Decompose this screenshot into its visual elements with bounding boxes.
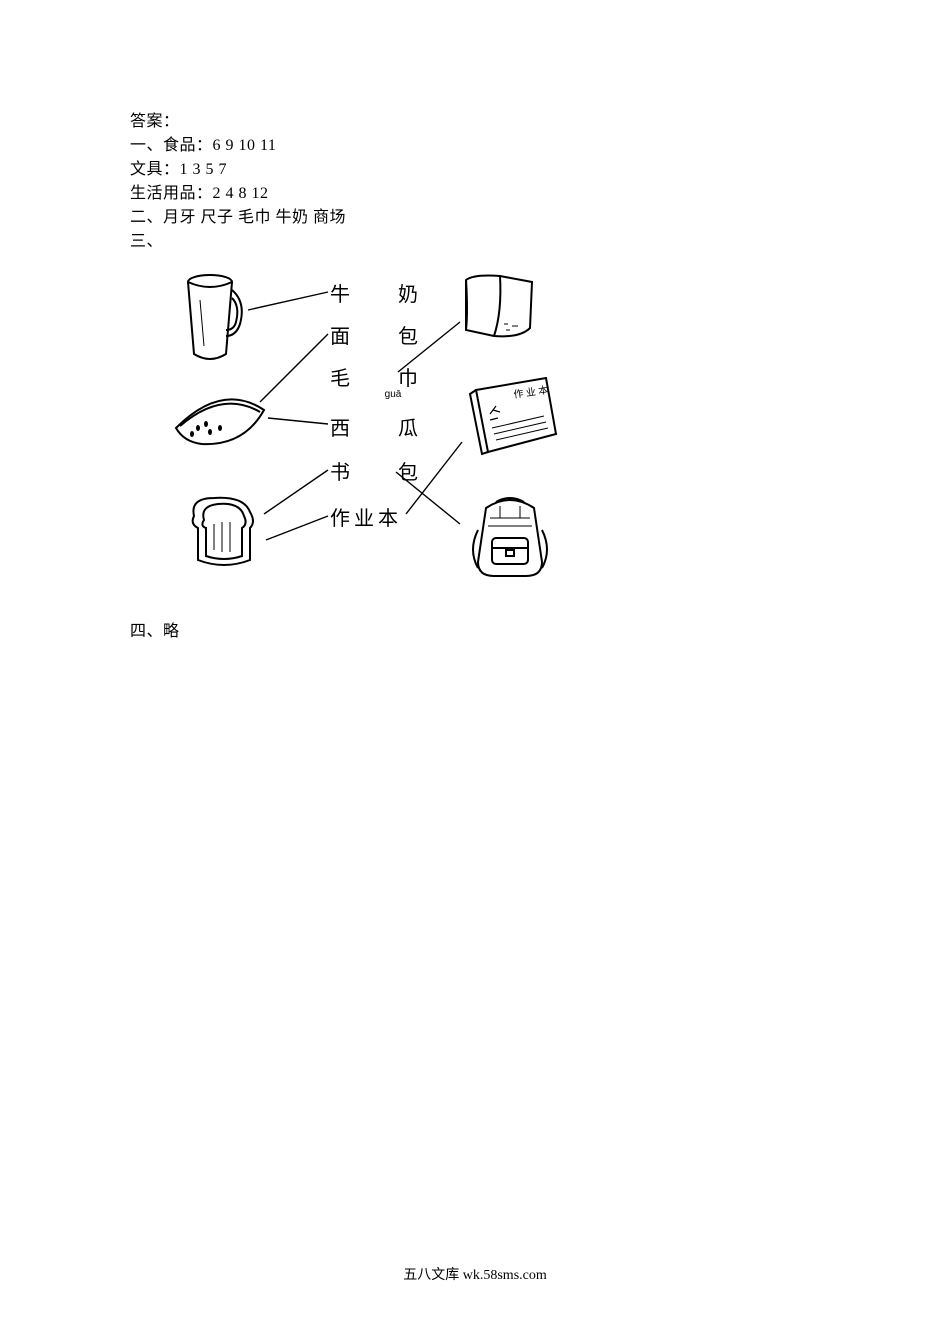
- image-bread: [180, 492, 264, 572]
- answer-line-3: 生活用品：2 4 8 12: [130, 182, 820, 206]
- answer-line-1: 一、食品：6 9 10 11: [130, 134, 820, 158]
- page-footer: 五八文库 wk.58sms.com: [0, 1264, 950, 1284]
- answer-line-5: 三、: [130, 230, 820, 254]
- image-notebook: 作 业 本: [460, 372, 560, 456]
- image-backpack: [460, 488, 560, 582]
- label-bread: 面 包: [330, 320, 432, 349]
- answer-line-4: 二、月牙 尺子 毛巾 牛奶 商场: [130, 206, 820, 230]
- image-milk-cup: [180, 272, 246, 364]
- label-milk: 牛 奶: [330, 278, 432, 307]
- answer-line-2: 文具：1 3 5 7: [130, 158, 820, 182]
- label-workbook: 作业本: [330, 502, 402, 531]
- label-schoolbag: 书 包: [330, 456, 432, 485]
- matching-diagram: 牛 奶 面 包 毛 巾 guā 西 瓜 书 包 作业本: [160, 262, 580, 592]
- label-towel-text: 毛 巾: [330, 368, 432, 390]
- answer-heading: 答案：: [130, 110, 820, 134]
- page: 答案： 一、食品：6 9 10 11 文具：1 3 5 7 生活用品：2 4 8…: [0, 0, 950, 1344]
- image-watermelon: [172, 390, 268, 448]
- label-towel: 毛 巾 guā: [330, 362, 432, 400]
- label-towel-pinyin: guā: [354, 389, 432, 400]
- image-towel: [460, 272, 538, 344]
- label-watermelon: 西 瓜: [330, 412, 432, 441]
- answer-line-6: 四、略: [130, 620, 820, 644]
